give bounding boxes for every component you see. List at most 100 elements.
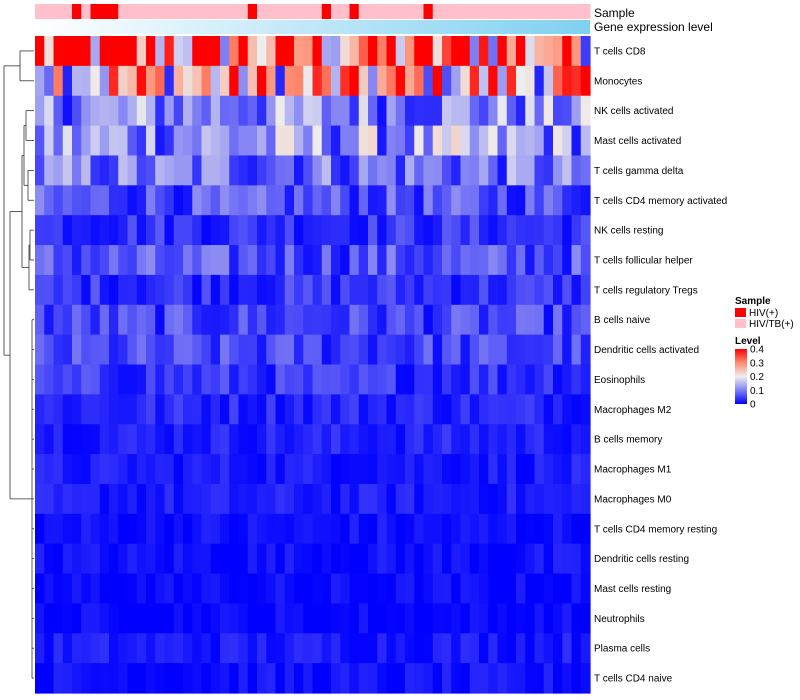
heatmap-cell <box>312 125 323 157</box>
heatmap-cell <box>99 155 110 186</box>
heatmap-cell <box>469 185 480 216</box>
sample-annotation-cell <box>451 4 462 19</box>
heatmap-cell <box>35 394 45 425</box>
heatmap-cell <box>534 185 545 216</box>
heatmap-cell <box>44 483 55 515</box>
heatmap-cell <box>146 543 156 575</box>
heatmap-cell <box>275 245 286 276</box>
heatmap-cell <box>395 424 406 455</box>
heatmap-cell <box>580 274 591 306</box>
heatmap-cell <box>414 215 425 246</box>
heatmap-cell <box>220 424 230 455</box>
heatmap-cell <box>312 304 323 336</box>
heatmap-cell <box>275 334 286 366</box>
heatmap-cell <box>118 65 129 97</box>
heatmap-cell <box>53 543 64 575</box>
heatmap-cell <box>349 334 360 366</box>
heatmap-cell <box>488 633 499 664</box>
heatmap-cell <box>81 424 92 455</box>
heatmap-cell <box>479 543 489 575</box>
heatmap-cell <box>488 573 499 605</box>
heatmap-cell <box>543 155 554 186</box>
heatmap-cell <box>571 454 582 485</box>
heatmap-cell <box>192 215 203 246</box>
heatmap-cell <box>553 424 563 455</box>
heatmap-cell <box>220 483 230 515</box>
heatmap-cell <box>35 155 45 186</box>
heatmap-cell <box>432 245 443 276</box>
heatmap-cell <box>266 245 277 276</box>
heatmap-cell <box>183 633 193 664</box>
heatmap-cell <box>284 36 295 67</box>
heatmap-cell <box>275 573 286 605</box>
heatmap-cell <box>460 155 471 186</box>
heatmap-cell <box>294 334 304 366</box>
heatmap-cell <box>479 364 489 395</box>
heatmap-cell <box>488 454 499 485</box>
heatmap-cell <box>451 95 462 127</box>
sample-annotation-cell <box>488 4 499 19</box>
heatmap-cell <box>294 95 304 127</box>
heatmap-cell <box>155 185 166 216</box>
heatmap-cell <box>386 603 397 634</box>
heatmap-cell <box>414 125 425 157</box>
heatmap-cell <box>62 573 73 605</box>
heatmap-cell <box>201 543 212 575</box>
heatmap-cell <box>266 274 277 306</box>
heatmap-cell <box>35 663 45 694</box>
heatmap-cell <box>562 603 573 634</box>
sample-annotation-cell <box>275 4 286 19</box>
heatmap-cell <box>127 245 138 276</box>
heatmap-cell <box>90 245 101 276</box>
heatmap-cell <box>386 633 397 664</box>
heatmap-cell <box>442 663 452 694</box>
legend-level-tick: 0.4 <box>750 345 764 356</box>
heatmap-cell <box>303 245 314 276</box>
heatmap-cell <box>90 95 101 127</box>
heatmap-cell <box>99 543 110 575</box>
heatmap-cell <box>405 424 415 455</box>
heatmap-cell <box>99 36 110 67</box>
heatmap-cell <box>294 513 304 545</box>
heatmap-cell <box>368 36 378 67</box>
heatmap-cell <box>44 185 55 216</box>
heatmap-cell <box>534 245 545 276</box>
heatmap-cell <box>127 274 138 306</box>
heatmap-cell <box>53 394 64 425</box>
heatmap-cell <box>173 155 184 186</box>
sample-annotation-cell <box>192 4 203 19</box>
heatmap-cell <box>44 245 55 276</box>
heatmap-cell <box>192 95 203 127</box>
heatmap-cell <box>294 663 304 694</box>
heatmap-cell <box>229 65 240 97</box>
heatmap-cell <box>303 65 314 97</box>
heatmap-cell <box>543 424 554 455</box>
heatmap-cell <box>553 454 563 485</box>
heatmap-cell <box>220 245 230 276</box>
heatmap-cell <box>238 573 249 605</box>
heatmap-cell <box>109 274 119 306</box>
heatmap-cell <box>257 185 267 216</box>
heatmap-cell <box>358 304 369 336</box>
heatmap-cell <box>173 125 184 157</box>
sample-annotation-cell <box>155 4 166 19</box>
sample-annotation-cell <box>386 4 397 19</box>
heatmap-cell <box>312 483 323 515</box>
heatmap-cell <box>257 334 267 366</box>
heatmap-cell <box>432 513 443 545</box>
heatmap-cell <box>192 543 203 575</box>
heatmap-cell <box>210 573 221 605</box>
row-labels: T cells CD8 Monocytes NK cells activated Ma… <box>594 46 727 684</box>
heatmap-cell <box>451 36 462 67</box>
heatmap-cell <box>516 245 526 276</box>
heatmap-cell <box>340 65 351 97</box>
heatmap-cell <box>90 364 101 395</box>
heatmap-cell <box>275 65 286 97</box>
heatmap-cell <box>257 95 267 127</box>
legend-swatch-hiv <box>735 308 746 317</box>
heatmap-cell <box>395 483 406 515</box>
heatmap-cell <box>349 454 360 485</box>
heatmap-cell <box>580 215 591 246</box>
heatmap-cell <box>488 513 499 545</box>
heatmap-cell <box>553 155 563 186</box>
